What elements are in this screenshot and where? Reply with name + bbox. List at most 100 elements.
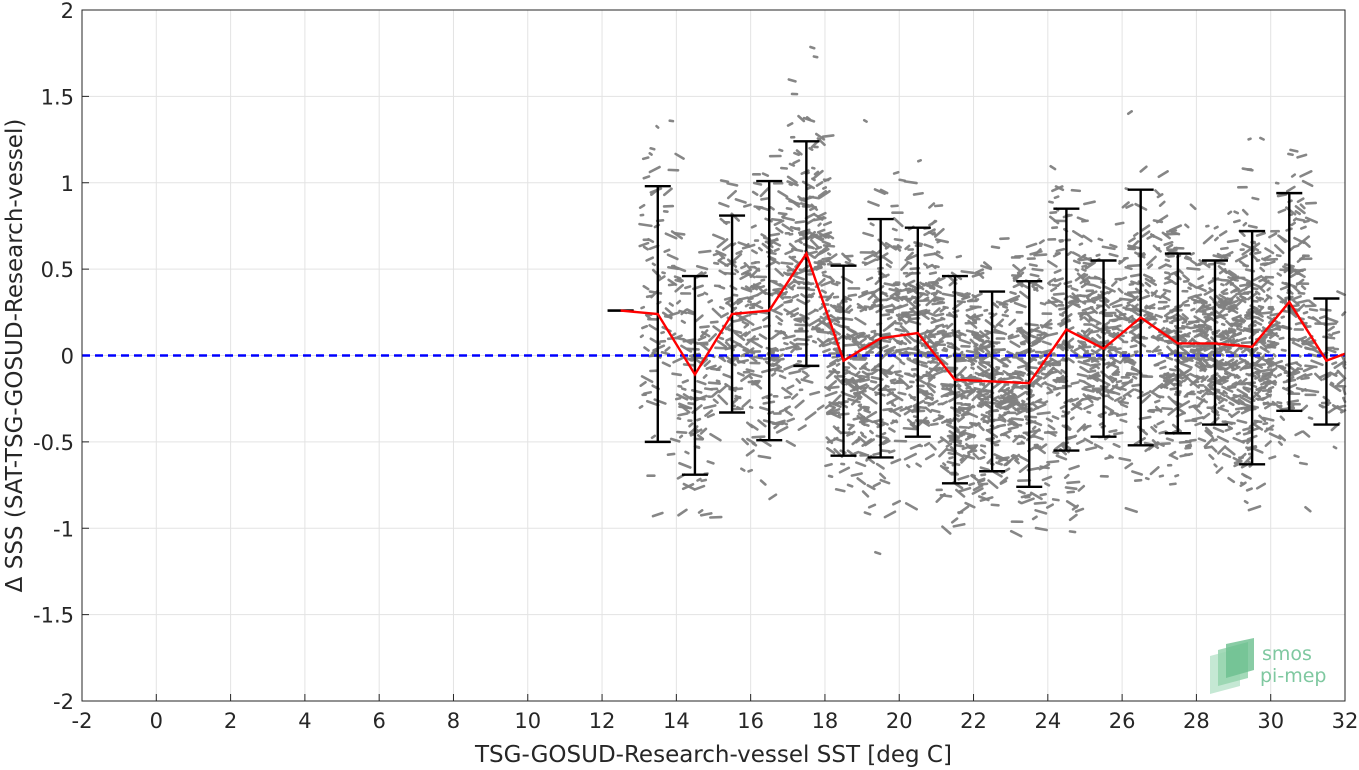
scatter-point [798, 197, 806, 201]
scatter-point [716, 340, 728, 348]
scatter-point [661, 271, 666, 275]
scatter-point [757, 246, 763, 252]
scatter-point [880, 313, 891, 317]
scatter-point [1165, 315, 1172, 320]
scatter-point [703, 404, 717, 410]
scatter-point [761, 242, 774, 253]
scatter-point [1236, 332, 1242, 336]
scatter-point [699, 325, 710, 329]
scatter-point [1247, 505, 1262, 512]
scatter-point [1162, 288, 1172, 293]
scatter-point [674, 336, 684, 341]
scatter-point [753, 205, 764, 209]
scatter-point [1055, 454, 1068, 461]
scatter-point [1197, 286, 1207, 293]
scatter-point [774, 267, 785, 277]
scatter-point [676, 430, 688, 434]
scatter-point [861, 370, 870, 377]
scatter-point [754, 380, 760, 384]
scatter-point [1179, 370, 1191, 381]
scatter-point [1040, 372, 1048, 377]
scatter-point [777, 190, 789, 198]
scatter-point [1075, 355, 1089, 359]
scatter-point [785, 207, 793, 211]
scatter-point [1044, 482, 1051, 487]
scatter-point [793, 151, 801, 157]
scatter-point [1107, 363, 1115, 367]
scatter-point [1245, 487, 1253, 492]
scatter-point [960, 291, 969, 297]
scatter-point [1060, 369, 1068, 375]
scatter-point [1002, 364, 1009, 368]
scatter-point [913, 339, 925, 346]
scatter-point [828, 275, 835, 283]
scatter-point [1154, 313, 1163, 319]
scatter-point [883, 350, 892, 357]
scatter-point [753, 266, 761, 272]
scatter-point [1017, 489, 1026, 495]
scatter-point [1258, 296, 1265, 301]
scatter-point [937, 414, 945, 419]
scatter-point [1222, 379, 1229, 384]
x-tick-label: 8 [447, 709, 460, 733]
scatter-point [1051, 185, 1064, 193]
scatter-point [1196, 390, 1202, 395]
scatter-point [1083, 327, 1091, 335]
scatter-point [925, 264, 933, 269]
scatter-point [693, 484, 706, 491]
scatter-point [1203, 288, 1214, 296]
scatter-point [723, 296, 732, 301]
scatter-point [997, 457, 1008, 463]
scatter-point [1031, 336, 1043, 344]
scatter-point [775, 226, 784, 234]
scatter-point [787, 78, 797, 83]
scatter-point [1078, 242, 1084, 246]
scatter-point [1212, 254, 1224, 259]
scatter-point [1206, 310, 1216, 317]
scatter-point [1213, 463, 1218, 468]
scatter-point [893, 370, 902, 374]
scatter-point [843, 343, 857, 347]
scatter-point [719, 179, 730, 184]
scatter-point [1265, 392, 1272, 398]
scatter-point [866, 395, 878, 405]
scatter-point [642, 245, 649, 251]
scatter-point [1186, 266, 1201, 271]
scatter-point [1111, 326, 1119, 331]
scatter-point [1296, 373, 1307, 380]
scatter-point [1269, 312, 1280, 317]
scatter-point [1258, 414, 1267, 423]
scatter-point [995, 461, 1003, 466]
scatter-point [791, 294, 800, 299]
scatter-point [741, 320, 750, 326]
scatter-point [1294, 430, 1304, 437]
scatter-point [786, 175, 798, 184]
scatter-point [1004, 308, 1009, 314]
scatter-point [861, 434, 867, 439]
scatter-point [664, 346, 671, 352]
scatter-point [960, 270, 975, 275]
scatter-point [731, 398, 739, 405]
scatter-point [1302, 310, 1309, 315]
scatter-point [785, 410, 793, 417]
scatter-point [1168, 450, 1177, 457]
scatter-point [849, 385, 863, 393]
scatter-point [836, 357, 844, 363]
scatter-point [942, 324, 949, 329]
scatter-point [1005, 358, 1012, 364]
scatter-point [757, 454, 772, 460]
scatter-point [873, 420, 882, 428]
scatter-point [844, 378, 858, 386]
scatter-point [930, 316, 937, 322]
scatter-point [1067, 284, 1073, 288]
scatter-point [880, 344, 889, 350]
scatter-point [809, 390, 821, 396]
scatter-point [717, 394, 729, 406]
scatter-point [1242, 454, 1254, 466]
scatter-point [926, 382, 937, 389]
scatter-point [890, 419, 898, 425]
scatter-point [1156, 193, 1164, 199]
scatter-point [1039, 443, 1048, 450]
scatter-point [717, 259, 729, 268]
scatter-point [1235, 314, 1242, 319]
